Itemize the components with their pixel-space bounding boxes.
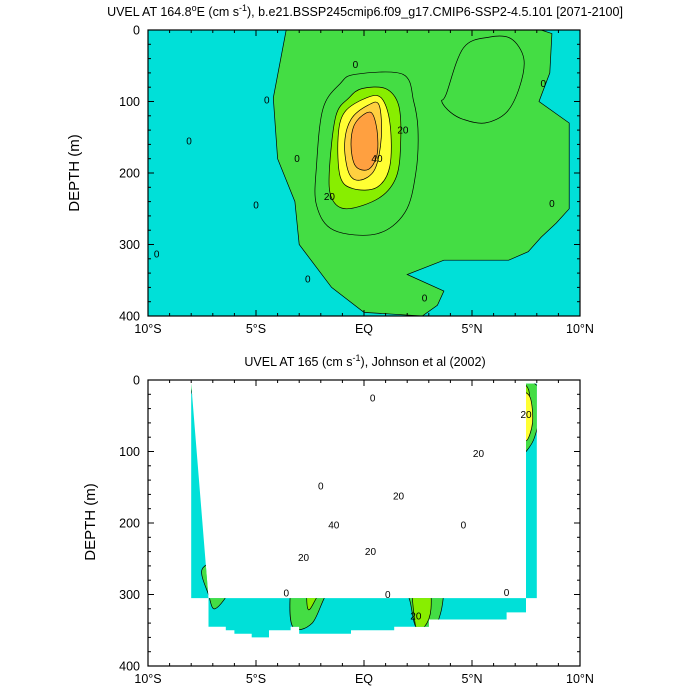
contour-fill-group [191,383,537,633]
contour-label-10: 20 [397,126,409,137]
x-tick-label-0: 10°S [134,672,161,686]
panel-2-plot-area: 0 0 0 0 0 0 40 20 20 20 20 20 20 [191,383,537,638]
x-tick-label-2: EQ [355,672,373,686]
contour-label-11: 20 [473,449,485,460]
data-extent-fill [191,383,537,638]
contour-label-8: 0 [549,199,555,210]
contour-label-5: 0 [504,588,510,599]
contour-label-10: 20 [410,611,422,622]
contour-region-50-5 [350,111,379,171]
contour-label-2: 0 [461,521,467,532]
y-tick-label-4: 400 [119,310,140,324]
panel-2-ylabel: DEPTH (m) [82,483,99,561]
contour-label-2: 0 [186,136,192,147]
panel-2-title: UVEL AT 165 (cm s-1), Johnson et al (200… [244,353,485,369]
y-tick-label-1: 100 [119,445,140,459]
contour-region-20-5 [452,383,531,469]
contour-label-5: 0 [305,274,311,285]
contour-label-12: 20 [520,410,532,421]
panel-2: UVEL AT 165 (cm s-1), Johnson et al (200… [82,353,594,686]
x-tick-label-1: 5°S [246,322,266,336]
y-tick-label-1: 100 [119,95,140,109]
contour-label-11: 20 [324,192,336,203]
x-tick-label-0: 10°S [134,322,161,336]
contour-label-6: 0 [154,249,160,260]
y-tick-label-3: 300 [119,588,140,602]
contour-label-3: 0 [294,154,300,165]
contour-label-6: 40 [328,521,340,532]
y-tick-label-4: 400 [119,660,140,674]
x-tick-label-1: 5°S [246,672,266,686]
contour-region-10-1 [289,383,445,631]
y-tick-label-0: 0 [133,24,140,38]
contour-label-0: 0 [318,481,324,492]
contour-label-0: 0 [353,60,359,71]
y-tick-label-2: 200 [119,167,140,181]
panel-1-ylabel: DEPTH (m) [66,134,83,212]
contour-label-7: 20 [393,491,405,502]
x-tick-label-3: 5°N [462,322,483,336]
contour-label-1: 0 [370,393,376,404]
contour-label-4: 0 [385,590,391,601]
panel-1: UVEL AT 164.8oE (cm s-1), b.e21.BSSP245c… [66,3,623,336]
contour-label-7: 0 [540,79,546,90]
y-tick-label-0: 0 [133,374,140,388]
y-tick-label-2: 200 [119,517,140,531]
contour-label-9: 0 [422,294,428,305]
contour-label-9: 20 [298,553,310,564]
x-tick-label-2: EQ [355,322,373,336]
y-tick-label-3: 300 [119,238,140,252]
contour-label-3: 0 [283,589,289,600]
contour-label-12: 40 [371,154,383,165]
contour-region-10-6 [441,35,525,124]
panel-1-title: UVEL AT 164.8oE (cm s-1), b.e21.BSSP245c… [107,3,623,19]
panel-1-plot-area: 0 0 0 0 0 0 0 0 0 0 20 20 40 [148,29,580,317]
contour-label-4: 0 [253,201,259,212]
x-tick-label-3: 5°N [462,672,483,686]
contour-region-40-9 [337,501,387,553]
x-tick-label-4: 10°N [566,672,594,686]
contour-label-1: 0 [264,96,270,107]
x-tick-label-4: 10°N [566,322,594,336]
contour-label-8: 20 [365,547,377,558]
